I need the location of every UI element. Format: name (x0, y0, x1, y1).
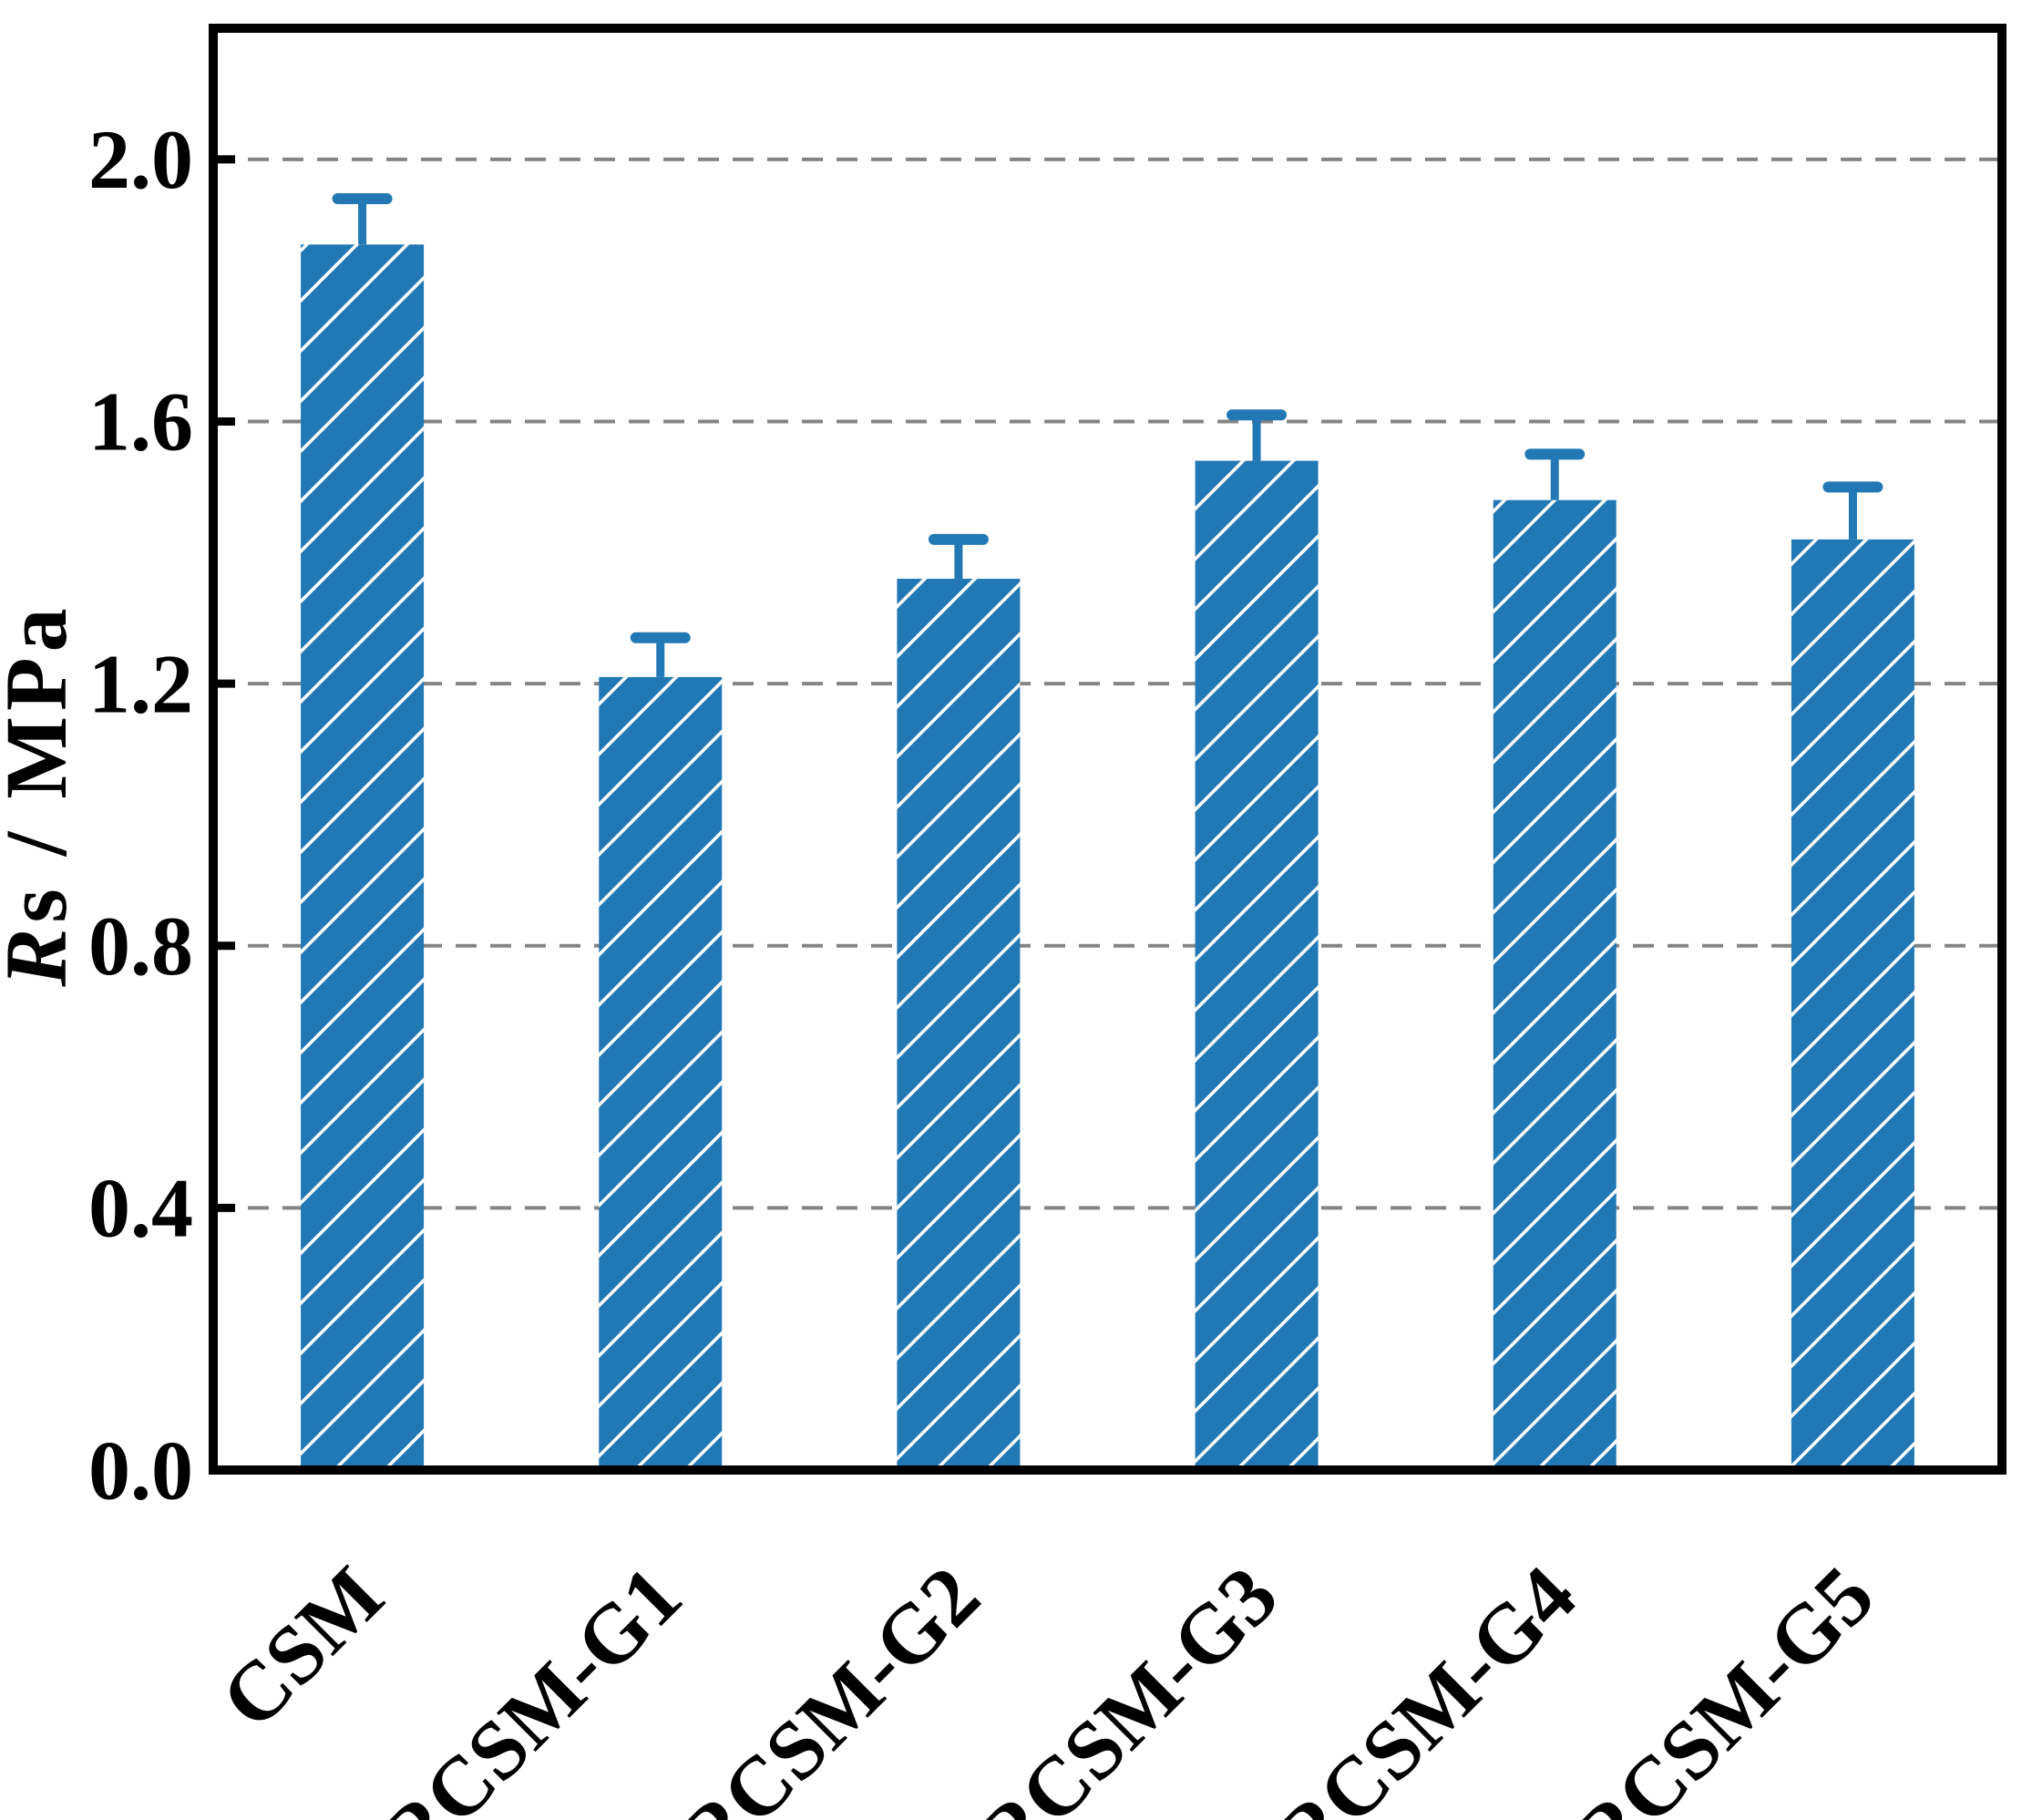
x-tick-label: RCSM-G4 (1257, 1548, 1593, 1820)
gridlines (213, 157, 2002, 1210)
bar (1195, 460, 1319, 1471)
x-tick-label: RCSM-G5 (1555, 1548, 1891, 1820)
bar (599, 676, 723, 1470)
y-axis-label: Rs / MPa (0, 602, 85, 987)
x-tick-label: RCSM-G1 (363, 1548, 698, 1820)
bar (301, 244, 425, 1470)
y-tick-label: 0.0 (88, 1424, 193, 1517)
y-tick-label: 0.4 (88, 1162, 193, 1255)
plot-frame (209, 24, 2007, 1475)
bar (897, 579, 1021, 1470)
error-bars (332, 192, 1883, 677)
y-tick-label: 2.0 (88, 113, 193, 206)
y-tick-label: 0.8 (88, 900, 193, 992)
y-tick-label: 1.2 (88, 637, 193, 730)
x-tick-label: RCSM-G3 (960, 1548, 1295, 1820)
y-ticks (213, 155, 235, 1475)
x-tick-label: RCSM-G2 (662, 1548, 997, 1820)
bar (1791, 539, 1914, 1470)
x-tick-label: CSM (203, 1548, 401, 1746)
bar (1493, 499, 1617, 1470)
y-tick-labels: 0.0 0.4 0.8 1.2 1.6 2.0 (88, 113, 193, 1517)
y-tick-label: 1.6 (88, 375, 193, 468)
bars (301, 244, 1914, 1471)
